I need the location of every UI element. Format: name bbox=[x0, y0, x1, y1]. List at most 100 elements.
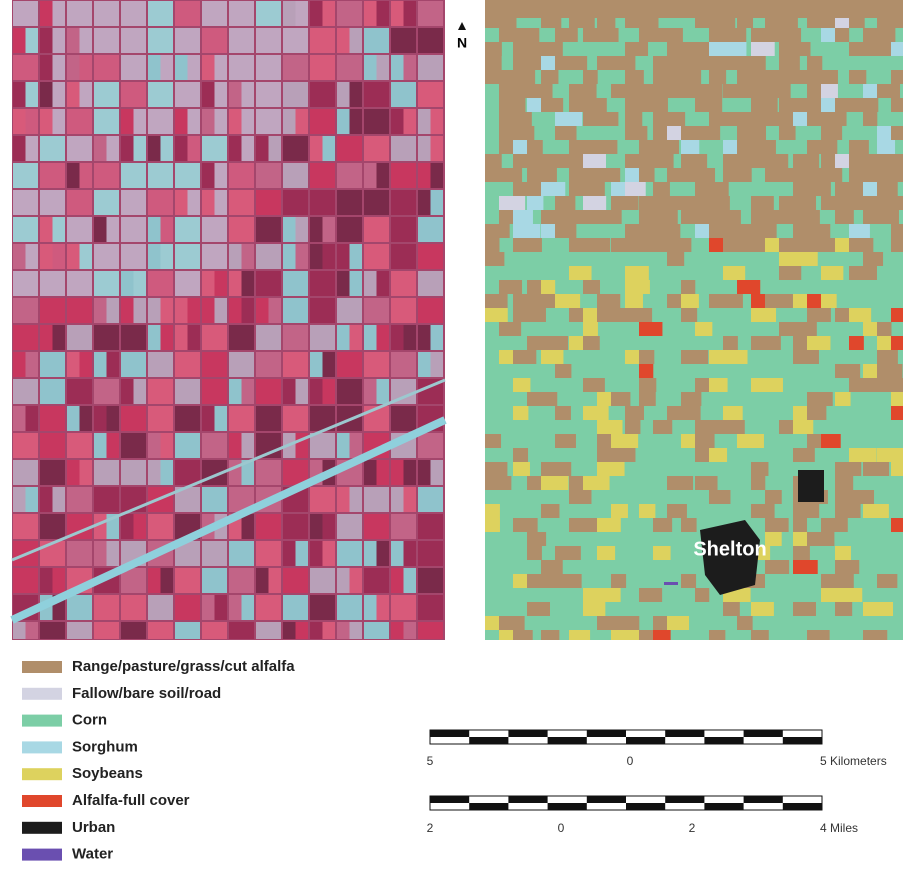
field bbox=[310, 190, 335, 215]
class-patch bbox=[877, 364, 903, 378]
class-patch bbox=[751, 126, 767, 140]
field bbox=[364, 28, 389, 53]
class-patch bbox=[555, 574, 582, 588]
field bbox=[67, 433, 92, 458]
field bbox=[202, 379, 227, 404]
field bbox=[364, 109, 389, 134]
class-patch bbox=[765, 112, 782, 126]
class-patch bbox=[583, 238, 611, 252]
class-patch bbox=[751, 84, 766, 98]
field bbox=[418, 433, 443, 458]
class-patch bbox=[681, 42, 699, 56]
class-patch bbox=[709, 210, 728, 224]
class-patch bbox=[499, 280, 523, 294]
field bbox=[229, 406, 254, 431]
field bbox=[283, 325, 296, 350]
class-patch bbox=[681, 154, 708, 168]
field bbox=[121, 82, 146, 107]
field bbox=[337, 28, 350, 53]
class-patch bbox=[835, 476, 854, 490]
class-patch bbox=[513, 28, 540, 42]
field bbox=[148, 352, 173, 377]
field bbox=[337, 163, 362, 188]
field bbox=[283, 406, 308, 431]
field bbox=[175, 595, 200, 620]
field bbox=[256, 595, 269, 620]
field bbox=[337, 55, 350, 80]
class-patch bbox=[891, 336, 903, 350]
field bbox=[121, 298, 134, 323]
class-patch bbox=[653, 210, 678, 224]
field bbox=[283, 244, 296, 269]
field bbox=[175, 244, 200, 269]
class-patch bbox=[611, 630, 631, 640]
class-patch bbox=[625, 630, 646, 640]
field bbox=[148, 244, 161, 269]
class-patch bbox=[541, 224, 559, 238]
class-patch bbox=[891, 448, 903, 462]
field bbox=[364, 163, 377, 188]
class-patch bbox=[499, 210, 514, 224]
field bbox=[121, 28, 146, 53]
field bbox=[67, 1, 92, 26]
class-patch bbox=[891, 462, 903, 476]
classified-map: Shelton bbox=[485, 0, 903, 640]
field bbox=[121, 244, 146, 269]
class-patch bbox=[877, 84, 901, 98]
field bbox=[256, 109, 281, 134]
class-patch bbox=[653, 546, 671, 560]
field bbox=[94, 244, 119, 269]
class-patch bbox=[835, 182, 854, 196]
class-patch bbox=[751, 98, 778, 112]
field bbox=[40, 55, 53, 80]
class-patch bbox=[891, 196, 903, 210]
class-patch bbox=[611, 392, 631, 406]
field bbox=[337, 595, 362, 620]
field bbox=[256, 406, 281, 431]
field bbox=[283, 541, 296, 566]
class-patch bbox=[569, 210, 586, 224]
class-patch bbox=[695, 196, 711, 210]
road bbox=[11, 378, 446, 562]
field bbox=[364, 271, 377, 296]
class-patch bbox=[513, 448, 529, 462]
class-patch bbox=[569, 56, 588, 70]
field bbox=[40, 352, 65, 377]
class-patch bbox=[499, 98, 526, 112]
field bbox=[148, 460, 161, 485]
field bbox=[40, 217, 53, 242]
class-patch bbox=[611, 308, 627, 322]
class-patch bbox=[653, 630, 671, 640]
class-patch bbox=[513, 70, 536, 84]
class-patch bbox=[555, 406, 571, 420]
class-patch bbox=[583, 140, 599, 154]
scale-bar-block bbox=[665, 730, 705, 737]
field bbox=[148, 109, 173, 134]
class-patch bbox=[625, 616, 640, 630]
field bbox=[310, 163, 335, 188]
class-patch bbox=[667, 476, 694, 490]
class-patch bbox=[765, 294, 793, 308]
field bbox=[229, 55, 254, 80]
field bbox=[13, 298, 38, 323]
class-patch bbox=[849, 70, 867, 84]
field bbox=[67, 55, 80, 80]
class-patch bbox=[541, 336, 569, 350]
class-patch bbox=[765, 154, 789, 168]
field bbox=[202, 109, 215, 134]
class-patch bbox=[863, 28, 881, 42]
class-patch bbox=[695, 84, 723, 98]
class-patch bbox=[723, 42, 747, 56]
class-patch bbox=[751, 140, 776, 154]
field bbox=[121, 136, 134, 161]
class-patch bbox=[681, 406, 701, 420]
class-patch bbox=[849, 238, 874, 252]
class-patch bbox=[583, 378, 605, 392]
field bbox=[256, 514, 281, 539]
field bbox=[337, 82, 350, 107]
class-patch bbox=[681, 294, 699, 308]
field bbox=[148, 55, 161, 80]
field bbox=[337, 271, 350, 296]
scale-bar-block bbox=[430, 730, 470, 737]
